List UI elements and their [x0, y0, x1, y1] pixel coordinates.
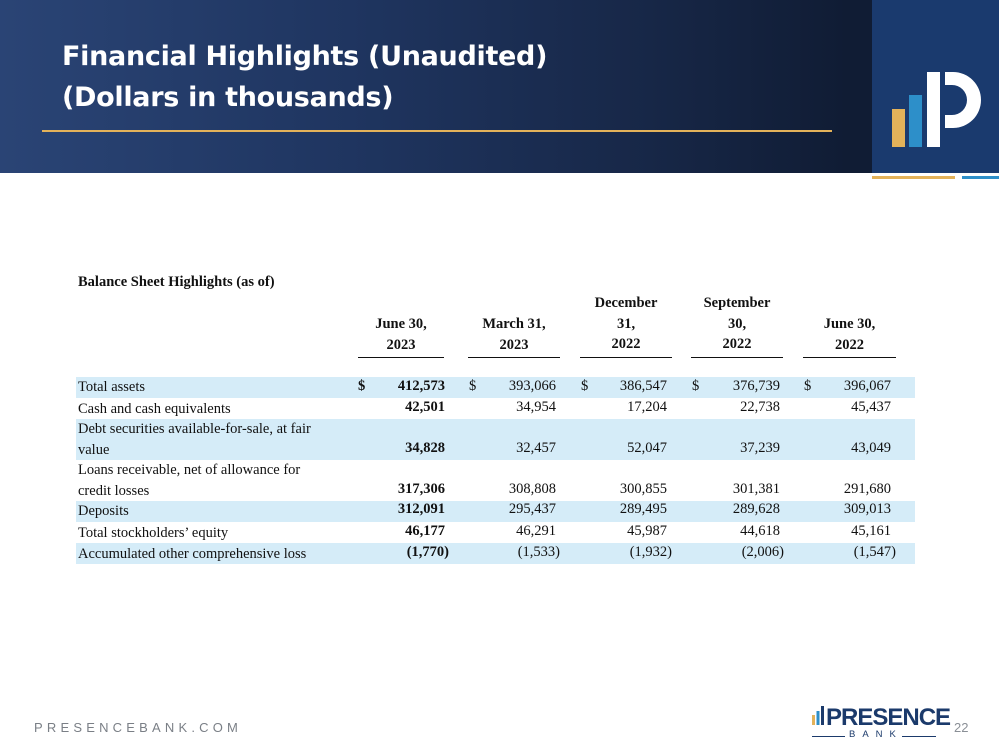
row-label: Total stockholders’ equity — [78, 525, 229, 541]
footer-brand-name: PRESENCE — [826, 704, 951, 731]
value-sep-2022: 301,381 — [732, 481, 780, 497]
currency-symbol: $ — [581, 378, 589, 394]
column-header-dec-2022: December 31, 2022 — [580, 293, 672, 358]
page-title-line2: (Dollars in thousands) — [62, 82, 394, 113]
table-row: Accumulated other comprehensive loss (1,… — [76, 543, 915, 564]
accent-line-blue — [962, 176, 999, 179]
value-dec-2022: 289,495 — [619, 501, 667, 517]
value-jun-2023: 42,501 — [405, 399, 445, 415]
table-row: Loans receivable, net of allowance for c… — [76, 460, 915, 501]
value-jun-2022: 309,013 — [843, 501, 891, 517]
value-mar-2023: 393,066 — [508, 378, 556, 394]
table-row: Debt securities available-for-sale, at f… — [76, 419, 915, 460]
page-number: 22 — [954, 720, 969, 735]
value-sep-2022: (2,006) — [741, 544, 784, 560]
value-mar-2023: 295,437 — [508, 501, 556, 517]
table-row: Total assets $ 412,573 $ 393,066 $ 386,5… — [76, 377, 915, 398]
footer-url: PRESENCEBANK.COM — [34, 720, 243, 735]
page-title-line1: Financial Highlights (Unaudited) — [62, 41, 548, 72]
presence-bars-icon — [812, 706, 824, 725]
value-jun-2023: 412,573 — [397, 378, 445, 394]
row-label: Total assets — [78, 379, 146, 395]
value-dec-2022: 386,547 — [619, 378, 667, 394]
value-dec-2022: 45,987 — [627, 523, 667, 539]
currency-symbol: $ — [804, 378, 812, 394]
value-jun-2023: 317,306 — [397, 481, 445, 497]
value-dec-2022: 52,047 — [627, 440, 667, 456]
value-jun-2022: 43,049 — [851, 440, 891, 456]
footer-brand-sub: BANK — [849, 729, 903, 740]
value-sep-2022: 37,239 — [740, 440, 780, 456]
value-dec-2022: 300,855 — [619, 481, 667, 497]
column-header-jun-2023: June 30, 2023 — [358, 314, 444, 358]
row-label: Debt securities available-for-sale, at f… — [78, 421, 311, 458]
value-mar-2023: 32,457 — [516, 440, 556, 456]
value-jun-2023: 46,177 — [405, 523, 445, 539]
value-sep-2022: 44,618 — [740, 523, 780, 539]
page-title: Financial Highlights (Unaudited) (Dollar… — [62, 36, 547, 118]
value-dec-2022: 17,204 — [627, 399, 667, 415]
row-label: Deposits — [78, 503, 129, 519]
title-underline — [42, 130, 832, 132]
value-jun-2022: 45,437 — [851, 399, 891, 415]
table-row: Deposits 312,091 295,437 289,495 289,628… — [76, 501, 915, 522]
brand-logo-box — [872, 0, 999, 173]
value-jun-2022: 396,067 — [843, 378, 891, 394]
value-sep-2022: 22,738 — [740, 399, 780, 415]
currency-symbol: $ — [469, 378, 477, 394]
value-jun-2023: 312,091 — [397, 501, 445, 517]
value-mar-2023: 46,291 — [516, 523, 556, 539]
footer-brand-rule-left — [812, 736, 845, 737]
currency-symbol: $ — [358, 378, 366, 394]
row-label: Cash and cash equivalents — [78, 401, 231, 417]
footer-brand-rule-right — [902, 736, 936, 737]
value-mar-2023: 308,808 — [508, 481, 556, 497]
value-jun-2022: 45,161 — [851, 523, 891, 539]
value-dec-2022: (1,932) — [629, 544, 672, 560]
column-header-jun-2022: June 30, 2022 — [803, 314, 896, 358]
value-mar-2023: 34,954 — [516, 399, 556, 415]
column-header-mar-2023: March 31, 2023 — [468, 314, 560, 358]
value-sep-2022: 289,628 — [732, 501, 780, 517]
currency-symbol: $ — [692, 378, 700, 394]
value-sep-2022: 376,739 — [732, 378, 780, 394]
column-header-sep-2022: September 30, 2022 — [691, 293, 783, 358]
table-row: Total stockholders’ equity 46,177 46,291… — [76, 522, 915, 543]
value-mar-2023: (1,533) — [517, 544, 560, 560]
value-jun-2022: (1,547) — [853, 544, 896, 560]
row-label: Accumulated other comprehensive loss — [78, 546, 307, 562]
header-banner: Financial Highlights (Unaudited) (Dollar… — [0, 0, 999, 173]
table-row: Cash and cash equivalents 42,501 34,954 … — [76, 398, 915, 419]
table-title: Balance Sheet Highlights (as of) — [78, 274, 275, 290]
presence-p-logo-icon — [892, 72, 981, 147]
value-jun-2023: (1,770) — [406, 544, 449, 560]
value-jun-2022: 291,680 — [843, 481, 891, 497]
value-jun-2023: 34,828 — [405, 440, 445, 456]
row-label: Loans receivable, net of allowance for c… — [78, 462, 301, 499]
accent-line-gold — [872, 176, 955, 179]
